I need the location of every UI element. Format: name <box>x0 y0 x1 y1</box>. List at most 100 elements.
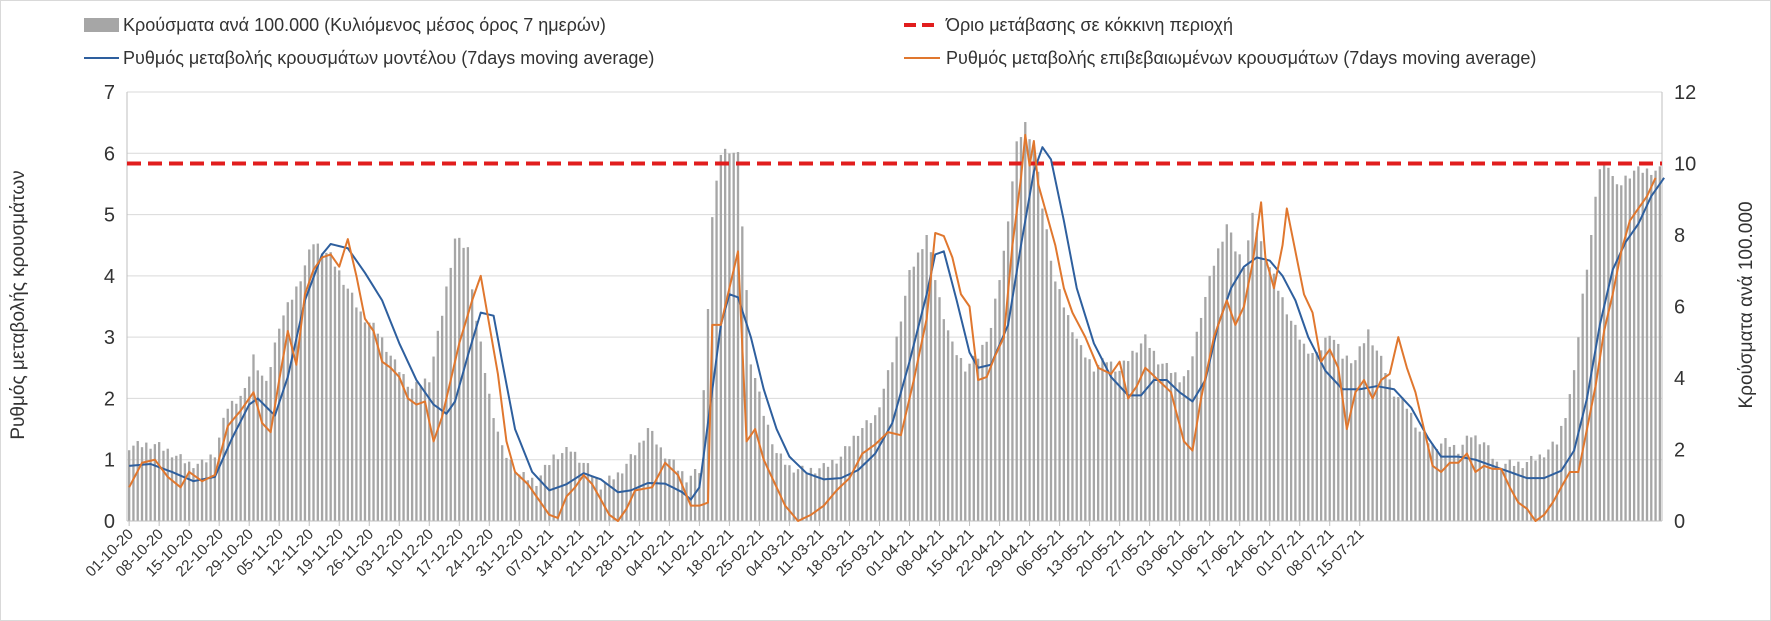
y-left-tick-label: 1 <box>104 450 115 472</box>
bar <box>1495 461 1499 521</box>
bar <box>1551 441 1554 521</box>
bar <box>1435 449 1439 521</box>
bar <box>1002 250 1005 522</box>
bar <box>1641 172 1644 522</box>
bar <box>1139 343 1143 521</box>
bar <box>818 468 821 521</box>
bar <box>183 463 187 521</box>
bar <box>1645 168 1649 521</box>
bar <box>981 344 984 521</box>
bar <box>1234 251 1237 521</box>
bar <box>1182 376 1186 521</box>
bar <box>192 468 195 521</box>
y-left-tick-label: 3 <box>104 327 115 349</box>
bar <box>385 351 388 521</box>
bar <box>209 454 212 521</box>
bar <box>582 462 585 521</box>
bar <box>792 472 795 521</box>
bar <box>273 342 277 521</box>
bar <box>1547 449 1550 521</box>
bar <box>895 336 898 521</box>
bar <box>1259 241 1263 521</box>
bar <box>1006 221 1010 521</box>
bar <box>1422 432 1426 521</box>
bar <box>449 267 452 521</box>
bar <box>428 382 431 521</box>
bar <box>989 327 993 521</box>
y-axis-right-ticks: 0 2 4 6 8 10 12 <box>1674 82 1696 533</box>
bar <box>1491 458 1494 521</box>
bar <box>265 380 268 521</box>
bar <box>1272 273 1276 521</box>
bar <box>329 252 332 521</box>
bar <box>912 266 915 521</box>
bar <box>861 428 864 521</box>
bar <box>1251 212 1254 521</box>
bar <box>522 472 525 521</box>
bar <box>1474 435 1477 521</box>
y-right-tick-label: 2 <box>1674 440 1685 462</box>
bar <box>483 373 487 521</box>
bar <box>1482 442 1486 521</box>
legend-label-threshold: Όριο μετάβασης σε κόκκινη περιοχή <box>945 15 1233 35</box>
bar <box>1165 362 1168 521</box>
bar <box>1345 355 1349 521</box>
bar <box>1127 361 1130 521</box>
bar <box>393 359 397 521</box>
y-left-tick-label: 5 <box>104 205 115 227</box>
bar <box>1392 396 1396 521</box>
bar <box>488 393 491 521</box>
bar <box>406 386 410 521</box>
bar <box>243 388 247 521</box>
bar <box>1538 454 1541 521</box>
bar <box>145 442 148 521</box>
bar <box>934 280 937 521</box>
bar <box>723 148 727 521</box>
confirmed-rate-line <box>128 133 1657 522</box>
bar <box>1504 463 1507 521</box>
bar <box>376 333 379 521</box>
bar <box>1427 443 1430 521</box>
bar <box>1650 174 1653 521</box>
bar <box>1071 332 1074 521</box>
bar <box>899 321 903 521</box>
bar <box>612 479 615 521</box>
bar <box>869 423 873 521</box>
bar <box>625 463 628 521</box>
bar <box>599 489 602 521</box>
bar <box>1332 339 1336 521</box>
bar <box>535 485 538 521</box>
bar <box>149 448 152 521</box>
bar <box>1264 260 1267 521</box>
bar <box>398 372 401 521</box>
bar <box>998 280 1001 521</box>
bar <box>1217 248 1220 521</box>
y-axis-right-title: Κρούσματα ανά 100.000 <box>1736 201 1757 408</box>
bar <box>1337 343 1340 521</box>
bar <box>1075 338 1078 521</box>
bar <box>1594 196 1597 521</box>
model-rate-line <box>129 146 1665 501</box>
bar <box>856 435 860 521</box>
bar <box>663 458 667 521</box>
bar <box>1191 356 1194 521</box>
bar <box>1487 445 1490 521</box>
bar <box>942 319 945 521</box>
bar <box>1238 254 1241 521</box>
bar <box>921 249 924 521</box>
bar <box>445 286 448 521</box>
bar <box>651 430 654 521</box>
bar <box>531 477 534 521</box>
bar <box>831 459 834 521</box>
bar <box>1135 352 1138 521</box>
bar <box>286 302 289 521</box>
bar <box>539 475 542 521</box>
bar <box>1036 171 1040 521</box>
bar <box>578 462 581 521</box>
bar <box>1388 379 1391 521</box>
bar <box>1349 363 1353 521</box>
bar <box>333 266 337 521</box>
bar <box>518 474 521 521</box>
bar <box>1384 373 1387 521</box>
bar <box>1161 363 1164 521</box>
